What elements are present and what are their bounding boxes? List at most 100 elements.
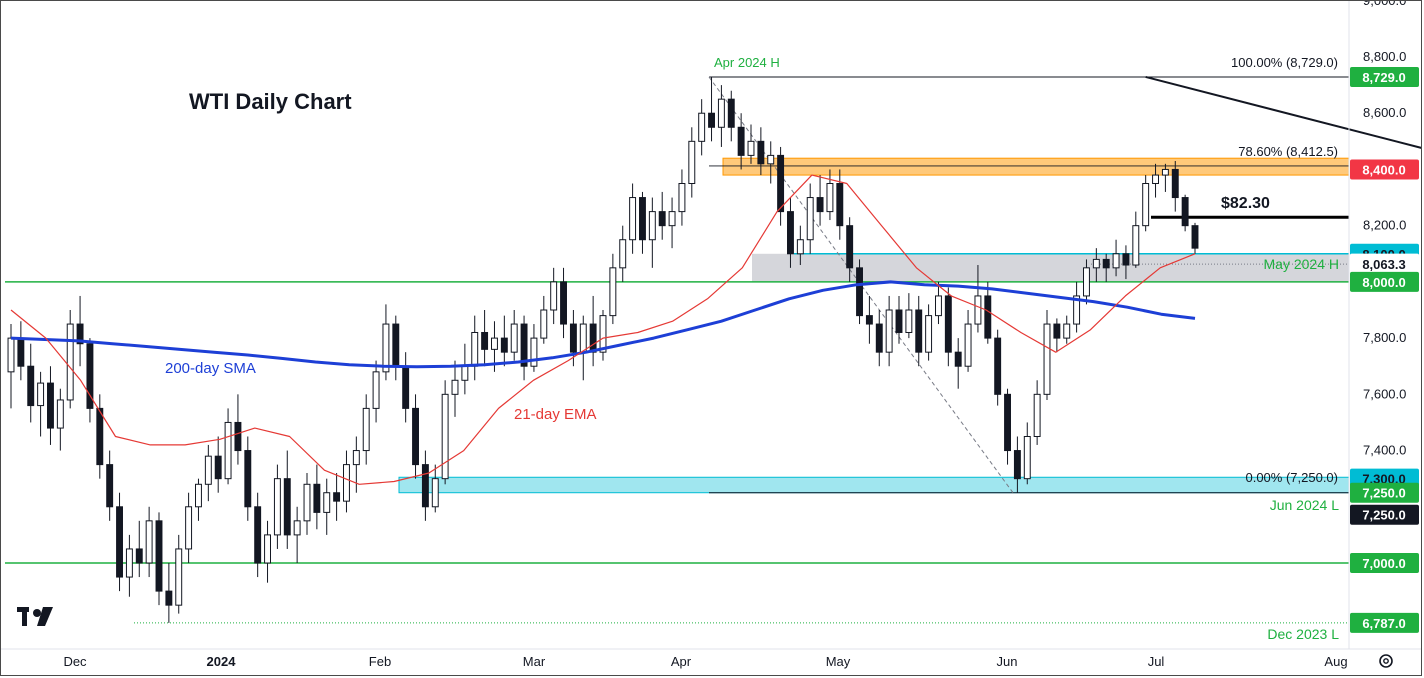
candle-body — [1083, 267, 1090, 297]
candle-body — [402, 365, 410, 409]
candle — [402, 352, 410, 423]
price-tag: 7,250.0 — [1350, 504, 1419, 525]
candle — [17, 321, 25, 381]
candle — [915, 295, 923, 367]
candle-body — [777, 154, 785, 213]
candle — [560, 267, 567, 339]
price-tag-text: 7,250.0 — [1362, 486, 1405, 501]
candle — [510, 310, 518, 361]
fib-786-label: 78.60% (8,412.5) — [1238, 144, 1338, 159]
candle — [224, 408, 232, 485]
y-tick-label: 7,400.0 — [1363, 443, 1406, 458]
candle — [629, 183, 637, 254]
candle-body — [629, 197, 637, 241]
candle-body — [106, 464, 114, 508]
x-tick-label: Feb — [369, 654, 391, 669]
candle-body — [560, 281, 567, 325]
candle — [1092, 248, 1100, 282]
candle-body — [895, 309, 903, 333]
candle-body — [471, 331, 479, 367]
x-tick-label: Mar — [523, 654, 546, 669]
candle — [1063, 315, 1071, 344]
candle — [836, 169, 844, 240]
candle — [175, 534, 183, 614]
price-tag-text: 7,250.0 — [1362, 508, 1405, 523]
dec-low-label: Dec 2023 L — [1267, 626, 1339, 642]
candle-body — [1142, 183, 1150, 227]
candle — [964, 310, 972, 372]
candle — [421, 450, 429, 521]
candle — [826, 169, 834, 221]
candle-body — [56, 399, 64, 429]
x-tick-label: 2024 — [207, 654, 237, 669]
candle-body — [727, 98, 735, 128]
y-tick-label: 7,800.0 — [1363, 330, 1406, 345]
candle-body — [135, 548, 143, 564]
candle-body — [579, 323, 587, 353]
candle-body — [619, 239, 627, 269]
candle — [47, 366, 54, 445]
y-tick-label: 8,800.0 — [1363, 49, 1406, 64]
candle — [1083, 259, 1090, 305]
candle — [984, 281, 992, 344]
candle-body — [994, 337, 1002, 395]
price-tag-bg — [1350, 504, 1419, 525]
candle — [1073, 281, 1081, 333]
candle-body — [984, 295, 992, 339]
candle — [1122, 245, 1130, 280]
candle-body — [1013, 450, 1021, 480]
candle-body — [1092, 258, 1100, 269]
candle — [1132, 211, 1140, 268]
settings-gear-icon[interactable] — [1379, 654, 1393, 668]
candle — [155, 512, 163, 606]
candle-body — [412, 407, 419, 466]
price-tag-text: 6,787.0 — [1362, 616, 1405, 631]
candle-body — [372, 371, 380, 409]
candle-body — [925, 315, 933, 353]
candle — [412, 394, 419, 479]
candle — [816, 175, 824, 226]
candle-body — [569, 323, 577, 353]
candle — [1033, 380, 1041, 445]
candle — [343, 450, 350, 513]
candle — [185, 492, 193, 563]
candle — [678, 169, 686, 226]
candle-body — [915, 309, 923, 353]
candle — [658, 191, 666, 240]
candle — [885, 295, 893, 367]
candle-body — [185, 506, 193, 550]
candle-body — [273, 478, 281, 536]
candle-body — [214, 455, 222, 480]
candle-body — [1102, 258, 1110, 269]
candle — [86, 338, 94, 423]
candle — [895, 295, 903, 344]
candle — [76, 295, 84, 367]
candle — [27, 343, 35, 423]
candle-body — [737, 126, 745, 156]
price-tag: 8,000.0 — [1350, 271, 1419, 292]
candle — [757, 127, 765, 176]
x-tick-label: Jul — [1148, 654, 1165, 669]
candle-body — [1122, 253, 1130, 266]
candle — [777, 146, 785, 226]
candle-body — [747, 140, 755, 156]
candle-body — [234, 421, 242, 452]
candle-body — [806, 197, 814, 241]
candle — [362, 394, 370, 465]
candle — [1112, 239, 1120, 277]
price-tag: 7,000.0 — [1350, 553, 1419, 573]
price-tag: 8,063.3 — [1349, 253, 1420, 275]
candle — [461, 343, 469, 395]
candle — [1191, 222, 1199, 254]
candle — [856, 259, 863, 325]
candle-body — [1112, 253, 1120, 269]
price-tag-text: 7,000.0 — [1362, 556, 1405, 571]
candle — [935, 281, 942, 325]
candle-body — [27, 365, 35, 407]
candle-body — [599, 315, 607, 353]
sma200-line — [10, 280, 1196, 369]
candle-body — [343, 464, 350, 502]
candle — [392, 315, 400, 381]
candle — [195, 478, 202, 521]
price-tag: 8,400.0 — [1350, 159, 1419, 180]
